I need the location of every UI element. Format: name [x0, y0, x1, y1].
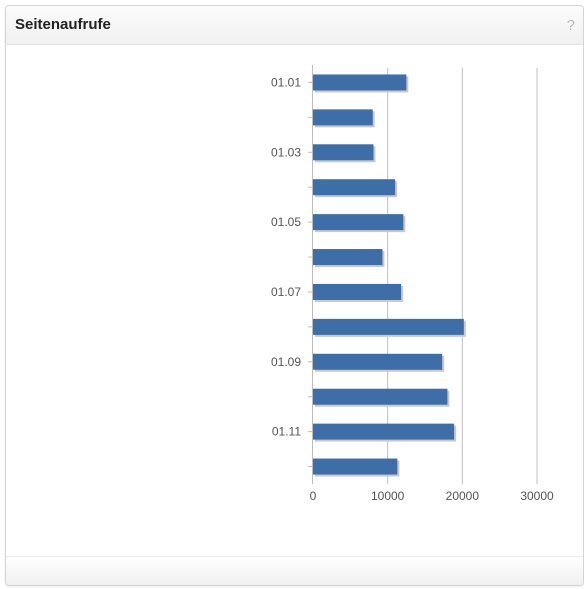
widget-panel: Seitenaufrufe ?: [5, 5, 584, 586]
widget-title: Seitenaufrufe: [15, 16, 111, 33]
bar[interactable]: [313, 144, 374, 161]
bar[interactable]: [313, 109, 373, 126]
help-icon[interactable]: ?: [566, 17, 575, 34]
bar[interactable]: [313, 74, 407, 91]
category-label: 01.11: [272, 425, 301, 439]
category-label: 01.01: [271, 75, 301, 89]
x-tick-label: 10000: [371, 489, 405, 503]
bar[interactable]: [313, 249, 383, 266]
widget-header: Seitenaufrufe ?: [6, 6, 583, 45]
category-label: 01.03: [271, 145, 301, 159]
bar[interactable]: [313, 283, 402, 300]
bar[interactable]: [313, 214, 404, 231]
axis-layer: 0 10000 20000 30000 01.01 01.03 01.05 01.07 01.0…: [271, 65, 554, 503]
bars-layer: [313, 74, 466, 477]
x-tick-label: 0: [310, 489, 317, 503]
widget-footer: [6, 556, 583, 585]
category-label: 01.05: [271, 215, 301, 229]
bar[interactable]: [313, 318, 464, 335]
bar[interactable]: [313, 388, 448, 405]
bar[interactable]: [313, 458, 398, 475]
category-label: 01.07: [271, 285, 301, 299]
grid-layer: [387, 68, 538, 484]
x-tick-label: 20000: [446, 489, 480, 503]
x-tick-label: 30000: [520, 489, 554, 503]
category-label: 01.09: [271, 355, 301, 369]
bar[interactable]: [313, 353, 443, 370]
bar[interactable]: [313, 179, 396, 196]
bar[interactable]: [313, 423, 455, 440]
